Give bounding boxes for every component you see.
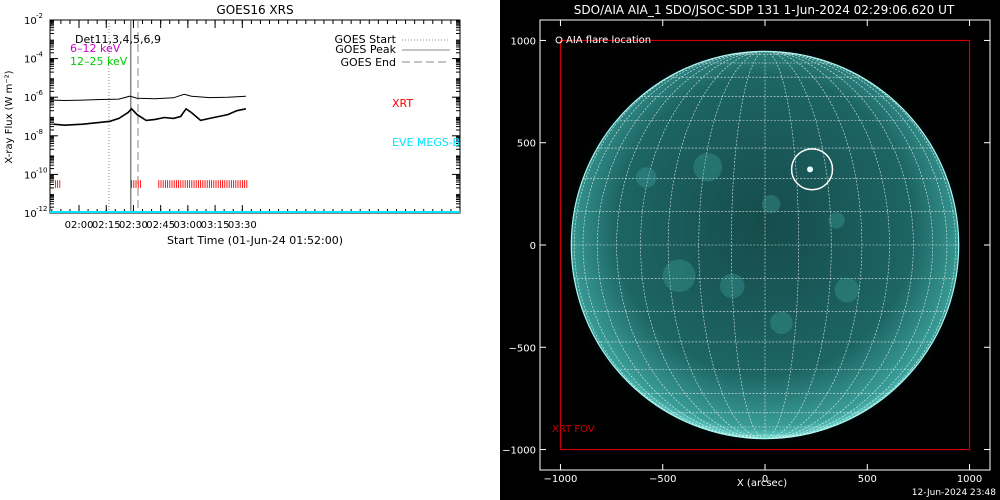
y-tick-label: 500 (517, 139, 536, 150)
y-tick-exponent: -8 (36, 128, 43, 136)
legend-goes-start: GOES Start (335, 33, 397, 46)
series-long (53, 93, 246, 102)
xrt-fov-box (559, 39, 971, 451)
active-region (720, 273, 745, 299)
x-tick-label: 0 (762, 474, 768, 485)
y-tick-label: 10 (24, 55, 37, 66)
flare-circle (790, 148, 834, 191)
x-tick-label: 02:45 (146, 220, 175, 231)
y-tick-label: 10 (24, 93, 37, 104)
x-axis-label: Start Time (01-Jun-24 01:52:00) (167, 234, 343, 247)
eve-label: EVE MEGS-B (392, 136, 460, 149)
y-tick-exponent: -4 (36, 51, 44, 59)
y-tick-exponent: -2 (36, 12, 43, 20)
series-short (53, 107, 247, 127)
y-tick-label: 10 (24, 170, 37, 181)
xrt-fov-label: XRT FOV (552, 424, 595, 435)
image-x-axis-label: X (arcsec) (737, 478, 787, 489)
x-tick-label: 03:00 (173, 220, 202, 231)
y-axis-label: X-ray Flux (W m⁻²) (4, 70, 15, 163)
x-tick-label: 03:15 (201, 220, 230, 231)
xrt-segment (158, 180, 248, 188)
y-tick-label: 10 (24, 132, 37, 143)
generation-timestamp: 12-Jun-2024 23:48 (911, 488, 996, 498)
flare-location-marker (790, 148, 834, 191)
active-region (770, 311, 793, 334)
y-tick-exponent: -12 (36, 205, 47, 213)
x-tick-label: 02:00 (65, 220, 94, 231)
xrt-coverage-bars (54, 180, 248, 188)
legend-low-energy: 6–12 keV (70, 42, 121, 55)
x-tick-label: −500 (649, 474, 676, 485)
x-tick-label: 02:15 (92, 220, 121, 231)
active-region (834, 277, 860, 303)
legend-goes-end: GOES End (340, 56, 396, 69)
active-region (761, 194, 781, 214)
x-tick-label: 03:30 (228, 220, 257, 231)
image-axis-ticks: −1000 −1000 −500 −500 0 0 500 500 1000 1000 (502, 20, 990, 485)
x-tick-label: 02:30 (119, 220, 148, 231)
y-tick-exponent: -6 (36, 89, 44, 97)
y-tick-label: −1000 (502, 446, 536, 457)
aia-131-full-disk-image: SDO/AIA AIA_1 SDO/JSOC-SDP 131 1-Jun-202… (502, 3, 991, 489)
flare-legend-text: AIA flare location (566, 35, 651, 46)
xrt-segment (54, 180, 61, 188)
aia-image-panel: SDO/AIA AIA_1 SDO/JSOC-SDP 131 1-Jun-202… (500, 0, 1000, 500)
y-tick-label: 1000 (511, 36, 536, 47)
heliographic-grid (571, 51, 959, 439)
x-tick-label: 500 (858, 474, 877, 485)
active-region (636, 167, 657, 188)
active-region (662, 259, 696, 293)
flare-kernel (807, 166, 814, 173)
solar-limb (570, 50, 960, 440)
longitude-line (764, 51, 890, 439)
flux-series (53, 93, 247, 127)
legend-goes-peak: GOES Peak (335, 43, 396, 56)
x-tick-label: 1000 (957, 474, 982, 485)
flare-legend-icon (555, 36, 563, 44)
longitude-line (667, 51, 766, 439)
y-tick-label: 10 (24, 209, 37, 220)
longitude-line (764, 51, 914, 439)
legend-high-energy: 12–25 keV (70, 55, 128, 68)
y-tick-label: −500 (509, 343, 536, 354)
y-tick-exponent: -10 (36, 166, 47, 174)
y-tick-label: 10 (24, 16, 37, 27)
active-region (828, 212, 845, 229)
xrt-label: XRT (392, 97, 413, 110)
longitude-line (731, 51, 766, 439)
longitude-line (640, 51, 766, 439)
goes-xrs-panel: GOES16 XRS 10 -2 10 -4 10 -6 10 -8 10 -10 10 -12 02… (0, 0, 500, 500)
y-tick-label: 0 (530, 241, 536, 252)
legend-dets: Det11,3,4,5,6,9 (75, 33, 161, 46)
active-region (693, 152, 723, 182)
image-title: SDO/AIA AIA_1 SDO/JSOC-SDP 131 1-Jun-202… (574, 3, 955, 17)
longitude-line (764, 51, 957, 439)
xrt-segment (131, 180, 141, 188)
x-tick-label: −1000 (544, 474, 578, 485)
chart-title: GOES16 XRS (216, 3, 293, 17)
